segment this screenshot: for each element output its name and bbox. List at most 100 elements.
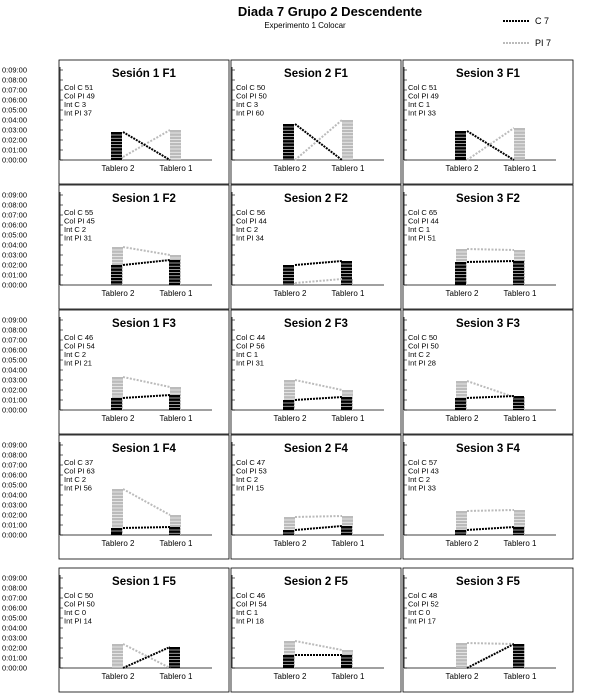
y-tick-label: 0:00:00 [2,281,27,290]
line-c [122,646,171,669]
panel-title: Sesion 3 F4 [456,443,521,455]
panel-note: Int PI 14 [64,617,92,626]
line-c [466,260,515,263]
bar-c [513,396,524,410]
line-pi [466,642,515,645]
bar-c [169,647,180,668]
line-c [294,396,343,401]
y-tick-label: 0:03:00 [2,251,27,260]
y-tick-label: 0:00:00 [2,664,27,673]
x-tick-label: Tablero 2 [446,539,479,548]
y-tick-label: 0:06:00 [2,604,27,613]
panel-note: Int PI 37 [64,109,92,118]
y-tick-label: 0:03:00 [2,501,27,510]
y-tick-label: 0:04:00 [2,624,27,633]
y-tick-label: 0:06:00 [2,346,27,355]
panel-note: Col C 50 [64,591,93,600]
panel-title: Sesion 3 F3 [456,318,520,330]
panel-note: Col C 50 [236,83,265,92]
panel-13: 0:00:000:01:000:02:000:03:000:04:000:05:… [2,567,230,693]
panel-note: Int C 3 [64,100,86,109]
panel-note: Col PI 54 [64,342,95,351]
y-tick-label: 0:09:00 [2,574,27,583]
y-tick-label: 0:01:00 [2,396,27,405]
panel-title: Sesion 1 F3 [112,318,176,330]
y-tick-label: 0:05:00 [2,481,27,490]
bar-c [455,530,466,535]
y-tick-label: 0:09:00 [2,441,27,450]
panel-note: Int C 2 [236,225,258,234]
panel-note: Int PI 31 [236,359,264,368]
panel-note: Col C 46 [64,333,93,342]
bar-c [455,262,466,285]
line-pi [294,278,343,284]
panel-note: Col PI 63 [64,467,95,476]
panel-note: Col PI 43 [408,467,439,476]
figure-subtitle: Experimento 1 Colocar [264,21,346,30]
panel-note: Int PI 21 [64,359,92,368]
y-tick-label: 0:05:00 [2,231,27,240]
panel-note: Col PI 49 [408,92,439,101]
panel-note: Int C 2 [236,475,258,484]
y-tick-label: 0:05:00 [2,356,27,365]
x-tick-label: Tablero 1 [332,164,365,173]
panel-frame [230,59,402,185]
y-tick-label: 0:04:00 [2,116,27,125]
y-tick-label: 0:06:00 [2,471,27,480]
panel-note: Int C 2 [64,225,86,234]
panel-frame [58,567,230,693]
panel-note: Int PI 51 [408,234,436,243]
y-tick-label: 0:03:00 [2,376,27,385]
y-tick-label: 0:08:00 [2,76,27,85]
x-tick-label: Tablero 1 [160,289,193,298]
panel-note: Col PI 50 [64,600,95,609]
y-tick-label: 0:02:00 [2,511,27,520]
x-tick-label: Tablero 1 [504,289,537,298]
panel-title: Sesion 2 F4 [284,443,349,455]
panel-note: Col C 65 [408,208,437,217]
line-pi [294,515,343,518]
panel-note: Col PI 44 [236,217,267,226]
y-tick-label: 0:08:00 [2,201,27,210]
panel-note: Int C 1 [408,225,430,234]
x-tick-label: Tablero 2 [274,672,307,681]
y-tick-label: 0:09:00 [2,191,27,200]
line-c [466,130,515,161]
y-tick-label: 0:02:00 [2,136,27,145]
y-tick-label: 0:03:00 [2,634,27,643]
panel-title: Sesión 1 F1 [112,68,177,80]
bar-c [111,132,122,160]
bar-pi [112,489,123,535]
x-tick-label: Tablero 2 [446,164,479,173]
x-tick-label: Tablero 1 [160,539,193,548]
bar-pi [342,120,353,160]
panel-note: Int PI 28 [408,359,436,368]
line-pi [294,379,343,391]
line-pi [122,376,171,388]
line-c [466,526,515,531]
line-c [122,394,171,399]
bar-pi [456,381,467,410]
y-tick-label: 0:07:00 [2,594,27,603]
panel-note: Col PI 50 [236,92,267,101]
panel-note: Int C 1 [408,100,430,109]
y-tick-label: 0:01:00 [2,146,27,155]
panel-note: Col C 46 [236,591,265,600]
panel-title: Sesion 2 F5 [284,576,349,588]
x-tick-label: Tablero 2 [446,289,479,298]
panel-4: 0:00:000:01:000:02:000:03:000:04:000:05:… [2,184,230,310]
panel-note: Col C 57 [408,458,437,467]
x-tick-label: Tablero 2 [102,414,135,423]
x-tick-label: Tablero 2 [446,414,479,423]
panel-note: Int PI 60 [236,109,264,118]
panel-note: Col PI 50 [408,342,439,351]
y-tick-label: 0:07:00 [2,336,27,345]
bar-c [169,395,180,410]
bar-c [341,526,352,535]
